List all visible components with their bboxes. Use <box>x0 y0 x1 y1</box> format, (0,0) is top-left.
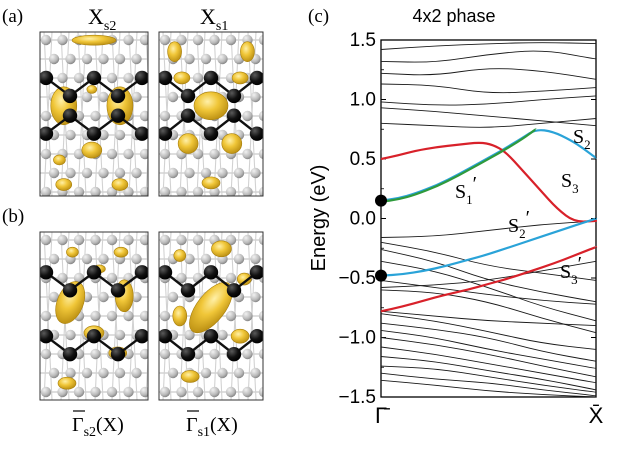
panel-b-left-caption-tail: (X) <box>96 414 124 436</box>
panel-a-right-title: Xs1 <box>200 4 228 34</box>
gamma-state-marker <box>375 194 387 207</box>
panel-a-right-title-main: X <box>200 4 216 29</box>
band-s2-prime <box>380 217 598 277</box>
band-label-s3-prime: S3′ <box>560 253 582 287</box>
x-tick-label: Γ̄ <box>375 403 390 428</box>
background-band <box>380 329 597 369</box>
panel-b-right-caption: Γs1(X) <box>186 410 238 440</box>
background-band <box>380 279 597 305</box>
gamma-state-marker <box>375 269 387 282</box>
panel-b-left-caption-main: Γ <box>72 414 84 436</box>
background-band <box>380 241 597 281</box>
x-tick-label: X̄ <box>589 403 604 428</box>
background-band <box>380 50 597 63</box>
structure-gs1 <box>158 231 264 401</box>
background-band <box>380 365 597 393</box>
panel-a-right-title-sub: s1 <box>216 19 228 34</box>
band-s3-prime <box>380 245 598 313</box>
background-band <box>380 372 597 397</box>
background-band <box>380 260 597 322</box>
y-tick-label: 0.5 <box>350 149 376 170</box>
atomic-structures <box>39 31 264 401</box>
structure-xs1 <box>158 31 264 197</box>
panel-b-right-caption-tail: (X) <box>210 414 238 436</box>
plot-frame <box>380 39 597 398</box>
y-tick-label: 1.5 <box>350 30 376 51</box>
panel-a-left-title: Xs2 <box>88 4 116 34</box>
background-band <box>380 289 597 334</box>
panel-b-left-caption-sub: s2 <box>84 425 96 440</box>
y-tick-label: 1.0 <box>350 90 376 111</box>
y-tick-label: 0.0 <box>350 209 376 230</box>
background-band <box>380 322 597 362</box>
background-band <box>380 68 597 80</box>
band-label-s2-prime: S2′ <box>508 207 530 241</box>
panel-c-letter: (c) <box>308 6 329 27</box>
band-label-s1-prime: S1′ <box>455 173 477 207</box>
background-band <box>380 42 597 50</box>
band-structure-chart: 1.5 1.0 0.5 0.0 −0.5 −1.0 −1.5Γ̄ X̄ S2 S3 S1′ S2′ S3… <box>338 30 603 428</box>
background-band <box>380 346 597 384</box>
background-band <box>380 83 597 94</box>
chart-title: 4x2 phase <box>412 6 495 26</box>
background-band <box>380 310 597 327</box>
background-band <box>380 220 597 238</box>
background-band <box>380 379 597 398</box>
structure-gs2 <box>39 231 149 401</box>
panel-b-right-caption-main: Γ <box>186 414 198 436</box>
band-label-s2: S2 <box>573 126 591 152</box>
panel-a-letter: (a) <box>2 6 23 27</box>
y-tick-label: −0.5 <box>338 268 376 289</box>
background-band <box>380 95 597 106</box>
svg-text:Γs1(X): Γs1(X) <box>186 414 238 440</box>
panel-a-left-title-main: X <box>88 4 104 29</box>
panel-b-letter: (b) <box>2 206 24 227</box>
background-band <box>380 337 597 378</box>
background-band <box>380 313 597 350</box>
band-s1-prime <box>380 128 537 203</box>
structure-xs2 <box>39 31 149 197</box>
band-s3 <box>380 141 598 223</box>
background-band <box>380 118 597 128</box>
y-axis-label: Energy (eV) <box>308 165 330 272</box>
panel-b-left-caption: Γs2(X) <box>72 410 124 440</box>
svg-text:Γs2(X): Γs2(X) <box>72 414 124 440</box>
band-label-s3: S3 <box>561 170 579 196</box>
background-band <box>380 107 597 127</box>
y-tick-label: −1.0 <box>338 328 376 349</box>
y-tick-label: −1.5 <box>338 387 376 408</box>
background-band <box>380 260 597 288</box>
panel-a-left-title-sub: s2 <box>104 19 116 34</box>
background-band <box>380 356 597 391</box>
panel-b-right-caption-sub: s1 <box>198 425 210 440</box>
